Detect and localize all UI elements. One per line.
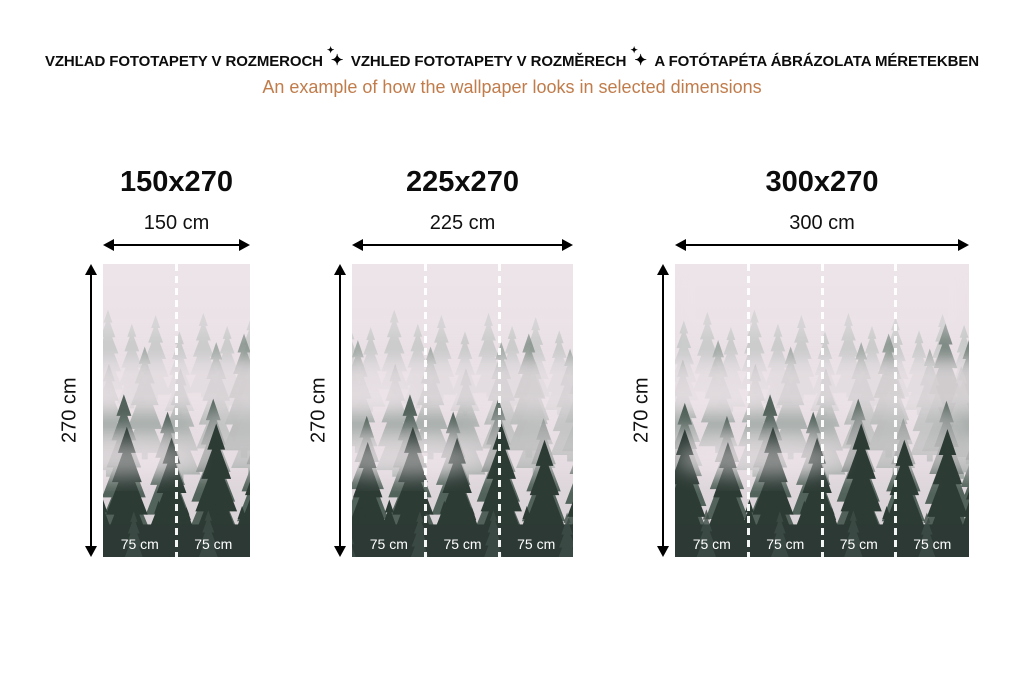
segment-width-label: 75 cm xyxy=(766,536,805,552)
width-label: 300 cm xyxy=(789,212,855,234)
segment-width-label: 75 cm xyxy=(517,536,556,552)
title-part-cz: VZHLED FOTOTAPETY V ROZMĚRECH xyxy=(350,52,627,70)
forest-image xyxy=(352,264,573,557)
vertical-arrow xyxy=(657,264,669,557)
panel-title: 300x270 xyxy=(765,166,879,198)
panel-seam-line xyxy=(175,264,178,557)
title-part-hu: A FOTÓTAPÉTA ÁBRÁZOLATA MÉRETEKBEN xyxy=(654,52,980,70)
page-title: VZHĽAD FOTOTAPETY V ROZMEROCH ✦ ✦ VZHLED … xyxy=(0,45,1024,70)
panel-seam-line xyxy=(424,264,428,557)
segment-width-label: 75 cm xyxy=(913,536,952,552)
header: VZHĽAD FOTOTAPETY V ROZMEROCH ✦ ✦ VZHLED … xyxy=(0,0,1024,98)
horizontal-arrow xyxy=(352,239,573,251)
horizontal-arrow xyxy=(103,239,250,251)
page-root: VZHĽAD FOTOTAPETY V ROZMEROCH ✦ ✦ VZHLED … xyxy=(0,0,1024,557)
width-label: 150 cm xyxy=(143,212,210,234)
segment-width-label: 75 cm xyxy=(369,536,408,552)
page-subtitle: An example of how the wallpaper looks in… xyxy=(262,77,762,97)
segment-width-label: 75 cm xyxy=(120,536,159,552)
height-axis: 270 cm xyxy=(627,264,675,557)
wallpaper-preview-image: 75 cm 75 cm 75 cm 75 cm xyxy=(675,264,969,557)
segment-labels: 75 cm 75 cm 75 cm xyxy=(352,536,573,552)
panel-title: 150x270 xyxy=(120,166,233,198)
segment-labels: 75 cm 75 cm 75 cm 75 cm xyxy=(675,536,969,552)
height-axis: 270 cm xyxy=(304,264,352,557)
panel-150x270: 150x270 150 cm 270 cm 75 cm 75 cm xyxy=(55,168,250,557)
panel-title: 225x270 xyxy=(406,166,519,198)
segment-width-label: 75 cm xyxy=(692,536,731,552)
vertical-arrow xyxy=(85,264,97,557)
segment-width-label: 75 cm xyxy=(194,536,233,552)
height-axis: 270 cm xyxy=(55,264,103,557)
vertical-arrow xyxy=(334,264,346,557)
sparkle-icon: ✦ ✦ xyxy=(630,45,647,69)
horizontal-arrow xyxy=(675,239,969,251)
height-label: 270 cm xyxy=(307,377,330,444)
wallpaper-preview-image: 75 cm 75 cm xyxy=(103,264,250,557)
sparkle-icon: ✦ ✦ xyxy=(326,45,344,69)
panel-seam-line xyxy=(820,264,824,557)
segment-labels: 75 cm 75 cm xyxy=(103,536,250,552)
panel-225x270: 225x270 225 cm 270 cm 75 cm 75 cm 75 cm xyxy=(304,168,573,557)
width-label: 225 cm xyxy=(429,212,496,234)
panel-seam-line xyxy=(497,264,501,557)
height-label: 270 cm xyxy=(58,377,81,444)
segment-width-label: 75 cm xyxy=(443,536,482,552)
title-part-sk: VZHĽAD FOTOTAPETY V ROZMEROCH xyxy=(44,52,323,70)
height-label: 270 cm xyxy=(630,377,653,444)
panel-seam-line xyxy=(894,264,897,557)
segment-width-label: 75 cm xyxy=(839,536,878,552)
wallpaper-preview-image: 75 cm 75 cm 75 cm xyxy=(352,264,573,557)
panel-300x270: 300x270 300 cm 270 cm 75 cm 75 cm 75 cm … xyxy=(627,168,969,557)
panel-seam-line xyxy=(747,264,750,557)
dimension-panels: 150x270 150 cm 270 cm 75 cm 75 cm 225x27… xyxy=(0,168,1024,557)
